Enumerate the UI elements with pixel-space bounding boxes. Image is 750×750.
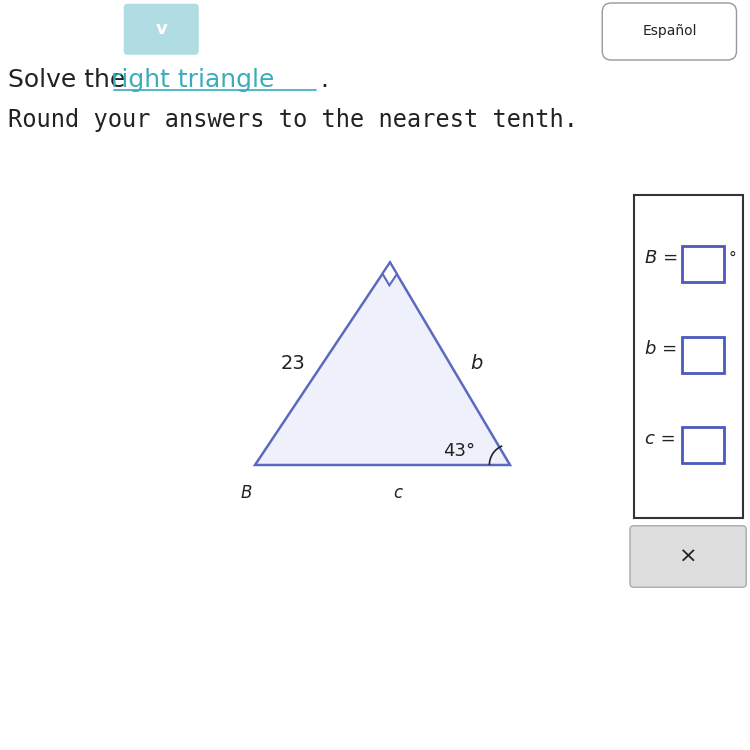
FancyBboxPatch shape — [124, 4, 199, 55]
Text: 43°: 43° — [443, 442, 475, 460]
Text: B =: B = — [645, 250, 678, 268]
Text: c: c — [393, 484, 402, 502]
Text: right triangle: right triangle — [111, 68, 274, 92]
Text: Solve the: Solve the — [8, 68, 133, 92]
Text: ×: × — [679, 547, 698, 566]
Text: b: b — [470, 354, 482, 374]
FancyBboxPatch shape — [602, 3, 736, 60]
FancyBboxPatch shape — [630, 526, 746, 587]
FancyBboxPatch shape — [682, 337, 724, 373]
Text: Español: Español — [643, 25, 697, 38]
Polygon shape — [382, 262, 397, 285]
FancyBboxPatch shape — [682, 427, 724, 463]
Text: b =: b = — [645, 340, 677, 358]
Text: v: v — [155, 20, 167, 38]
Text: B: B — [240, 484, 252, 502]
Text: .: . — [320, 68, 328, 92]
Text: c =: c = — [645, 430, 676, 448]
Text: 23: 23 — [280, 354, 305, 374]
Polygon shape — [255, 262, 510, 465]
FancyBboxPatch shape — [682, 247, 724, 283]
Text: °: ° — [729, 251, 736, 266]
FancyBboxPatch shape — [634, 195, 742, 518]
Text: Round your answers to the nearest tenth.: Round your answers to the nearest tenth. — [8, 108, 578, 132]
